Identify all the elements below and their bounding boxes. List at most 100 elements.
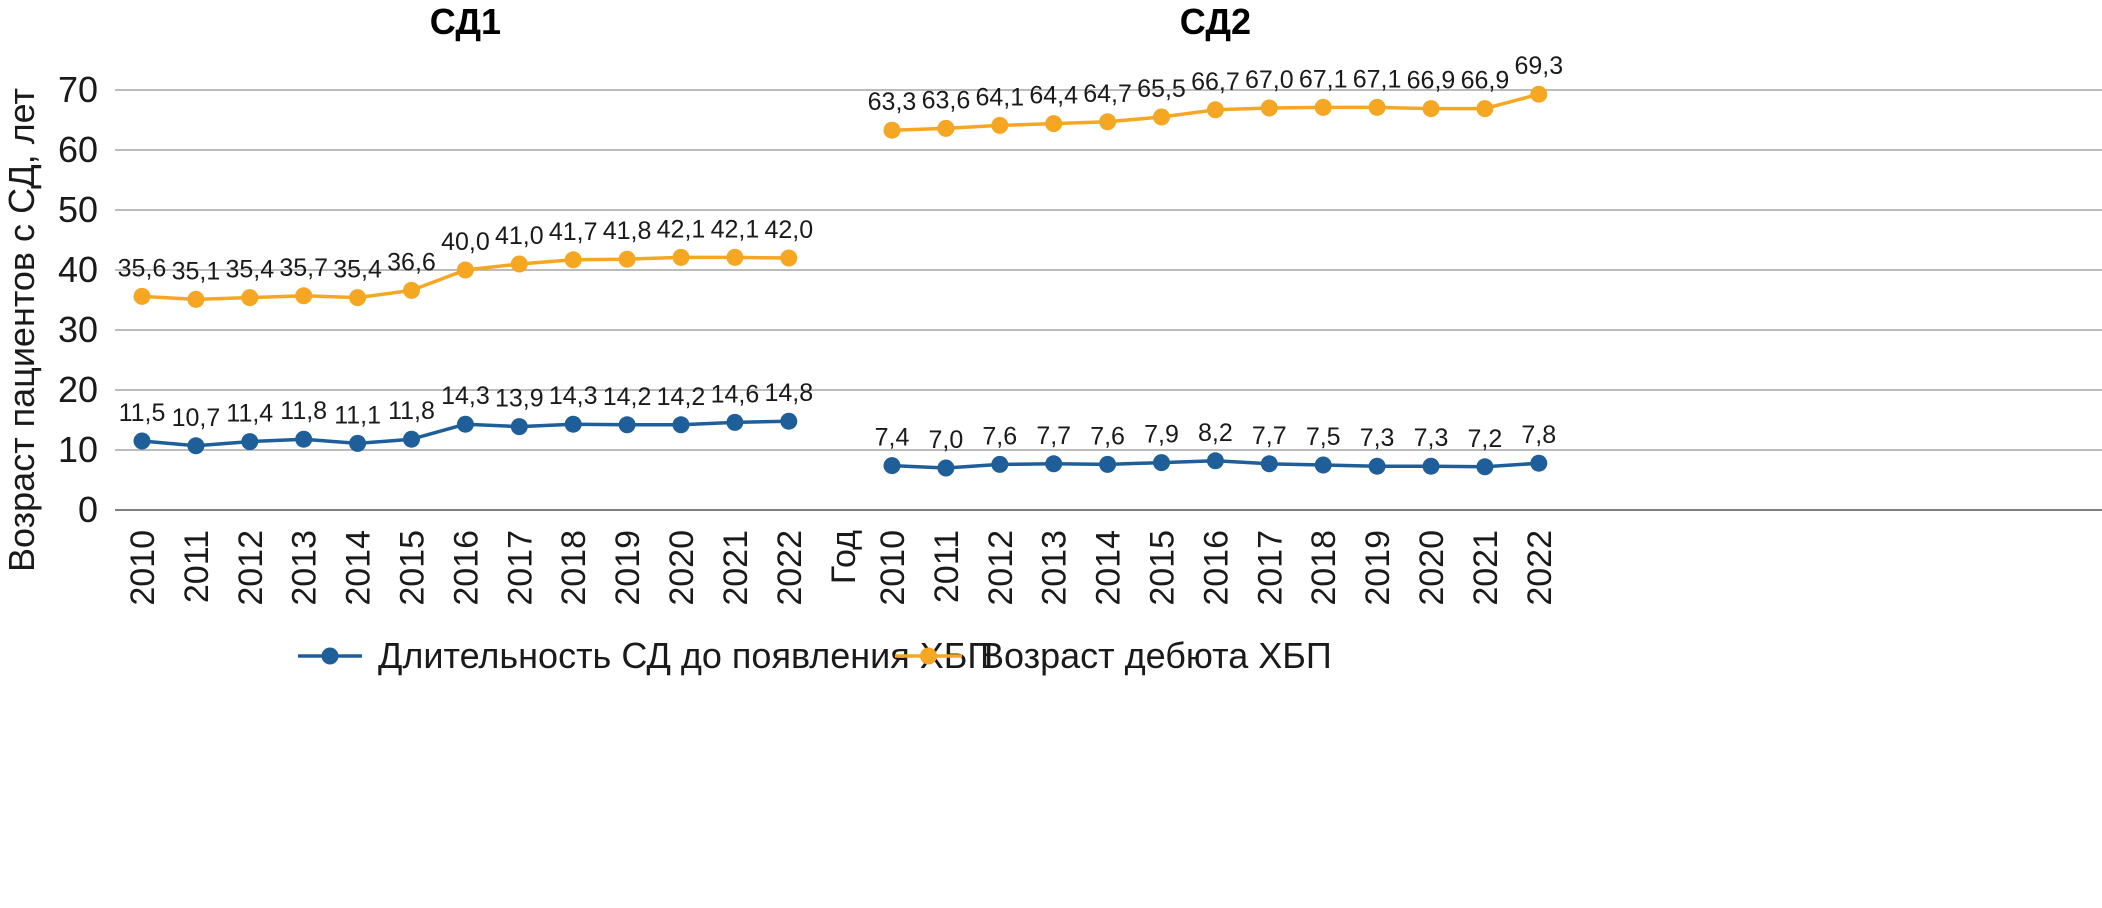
data-point bbox=[564, 251, 582, 269]
data-label: 7,4 bbox=[875, 424, 910, 452]
data-label: 10,7 bbox=[172, 404, 221, 432]
panel-title: СД2 bbox=[1180, 1, 1251, 42]
x-tick-label: 2011 bbox=[178, 530, 216, 603]
data-label: 67,1 bbox=[1299, 65, 1348, 93]
legend: Длительность СД до появления ХБПВозраст … bbox=[298, 635, 1332, 676]
x-tick-label: 2019 bbox=[1359, 530, 1397, 606]
data-point bbox=[133, 287, 151, 305]
y-axis-label: Возраст пациентов с СД, лет bbox=[1, 88, 42, 572]
x-tick-label: 2016 bbox=[1197, 530, 1235, 606]
data-point bbox=[937, 459, 955, 477]
legend-swatch-marker bbox=[920, 647, 937, 665]
data-point bbox=[1422, 100, 1440, 118]
x-tick-label: 2012 bbox=[232, 530, 270, 606]
data-label: 42,1 bbox=[657, 215, 706, 243]
legend-swatch-marker bbox=[321, 647, 339, 665]
data-label: 14,2 bbox=[657, 383, 706, 411]
data-label: 7,3 bbox=[1360, 424, 1395, 452]
data-point bbox=[1153, 108, 1170, 126]
data-label: 35,4 bbox=[333, 256, 382, 284]
data-point bbox=[1530, 85, 1548, 103]
y-tick-label: 10 bbox=[58, 429, 98, 470]
data-point bbox=[133, 432, 151, 450]
data-label: 11,8 bbox=[280, 397, 327, 425]
data-point bbox=[1045, 455, 1063, 473]
data-point bbox=[564, 415, 582, 433]
data-label: 42,1 bbox=[711, 215, 760, 243]
data-point bbox=[187, 290, 205, 308]
data-label: 7,7 bbox=[1252, 422, 1287, 450]
data-point bbox=[241, 289, 259, 307]
x-tick-label: 2021 bbox=[717, 530, 755, 606]
data-point bbox=[1476, 100, 1494, 118]
data-point bbox=[1476, 458, 1494, 476]
data-point bbox=[403, 430, 420, 448]
data-point bbox=[1314, 456, 1332, 474]
data-point bbox=[510, 418, 528, 436]
x-tick-label: 2014 bbox=[1090, 530, 1128, 606]
x-axis-label: Год bbox=[825, 530, 863, 584]
data-label: 14,3 bbox=[549, 382, 598, 410]
data-point bbox=[349, 289, 367, 307]
data-point bbox=[1260, 455, 1278, 473]
data-point bbox=[937, 119, 955, 137]
data-label: 41,7 bbox=[549, 218, 598, 246]
y-tick-label: 0 bbox=[78, 489, 98, 530]
data-label: 8,2 bbox=[1198, 419, 1233, 447]
data-label: 36,6 bbox=[387, 248, 436, 276]
data-point bbox=[1099, 455, 1117, 473]
x-tick-label: 2020 bbox=[663, 530, 701, 606]
x-tick-label: 2022 bbox=[1521, 530, 1559, 606]
data-label: 7,8 bbox=[1521, 421, 1556, 449]
data-label: 11,8 bbox=[388, 397, 435, 425]
data-label: 64,4 bbox=[1029, 82, 1078, 110]
data-point bbox=[1314, 98, 1332, 116]
x-tick-label: 2018 bbox=[555, 530, 593, 606]
data-label: 41,8 bbox=[603, 217, 652, 245]
data-label: 13,9 bbox=[495, 385, 544, 413]
data-label: 66,9 bbox=[1461, 67, 1510, 95]
series: 11,5 10,7 11,4 11,8 11,1 11,814,3 13,9 14,3 14,2… bbox=[118, 52, 1563, 477]
data-point bbox=[726, 413, 744, 431]
data-label: 14,3 bbox=[441, 382, 490, 410]
x-axis: Год 2010 2011 2012 2013 2014 2015 2016 2017 2018 2… bbox=[124, 530, 1559, 606]
data-point bbox=[883, 121, 901, 139]
data-point bbox=[883, 457, 901, 475]
data-label: 7,7 bbox=[1036, 422, 1071, 450]
x-tick-label: 2021 bbox=[1467, 530, 1505, 606]
data-label: 7,6 bbox=[1090, 422, 1125, 450]
y-tick-label: 50 bbox=[58, 189, 98, 230]
data-point bbox=[1368, 457, 1386, 475]
x-tick-label: 2017 bbox=[1251, 530, 1289, 606]
data-point bbox=[618, 416, 636, 434]
y-tick-label: 20 bbox=[58, 369, 98, 410]
data-label: 69,3 bbox=[1514, 52, 1563, 80]
x-tick-label: 2016 bbox=[447, 530, 485, 606]
gridlines bbox=[115, 89, 2102, 511]
data-point bbox=[1206, 101, 1224, 119]
data-label: 7,6 bbox=[982, 422, 1017, 450]
data-point bbox=[1206, 452, 1224, 470]
data-label: 7,9 bbox=[1144, 421, 1179, 449]
data-label: 64,7 bbox=[1083, 80, 1132, 108]
x-tick-label: 2010 bbox=[874, 530, 912, 606]
data-point bbox=[456, 415, 474, 433]
data-label: 7,5 bbox=[1306, 423, 1341, 451]
data-point bbox=[1368, 98, 1386, 116]
data-label: 67,1 bbox=[1353, 65, 1402, 93]
panel-title: СД1 bbox=[430, 1, 501, 42]
data-point bbox=[295, 430, 313, 448]
data-point bbox=[349, 434, 367, 452]
x-tick-label: 2020 bbox=[1413, 530, 1451, 606]
data-label: 35,6 bbox=[118, 254, 167, 282]
data-point bbox=[456, 261, 474, 279]
data-label: 11,4 bbox=[226, 400, 273, 428]
x-tick-label: 2022 bbox=[771, 530, 809, 606]
data-label: 66,9 bbox=[1407, 67, 1456, 95]
data-point bbox=[672, 248, 690, 266]
data-point bbox=[241, 433, 259, 451]
legend-label: Длительность СД до появления ХБП bbox=[378, 635, 993, 676]
x-tick-label: 2013 bbox=[1036, 530, 1074, 606]
data-point bbox=[991, 455, 1009, 473]
